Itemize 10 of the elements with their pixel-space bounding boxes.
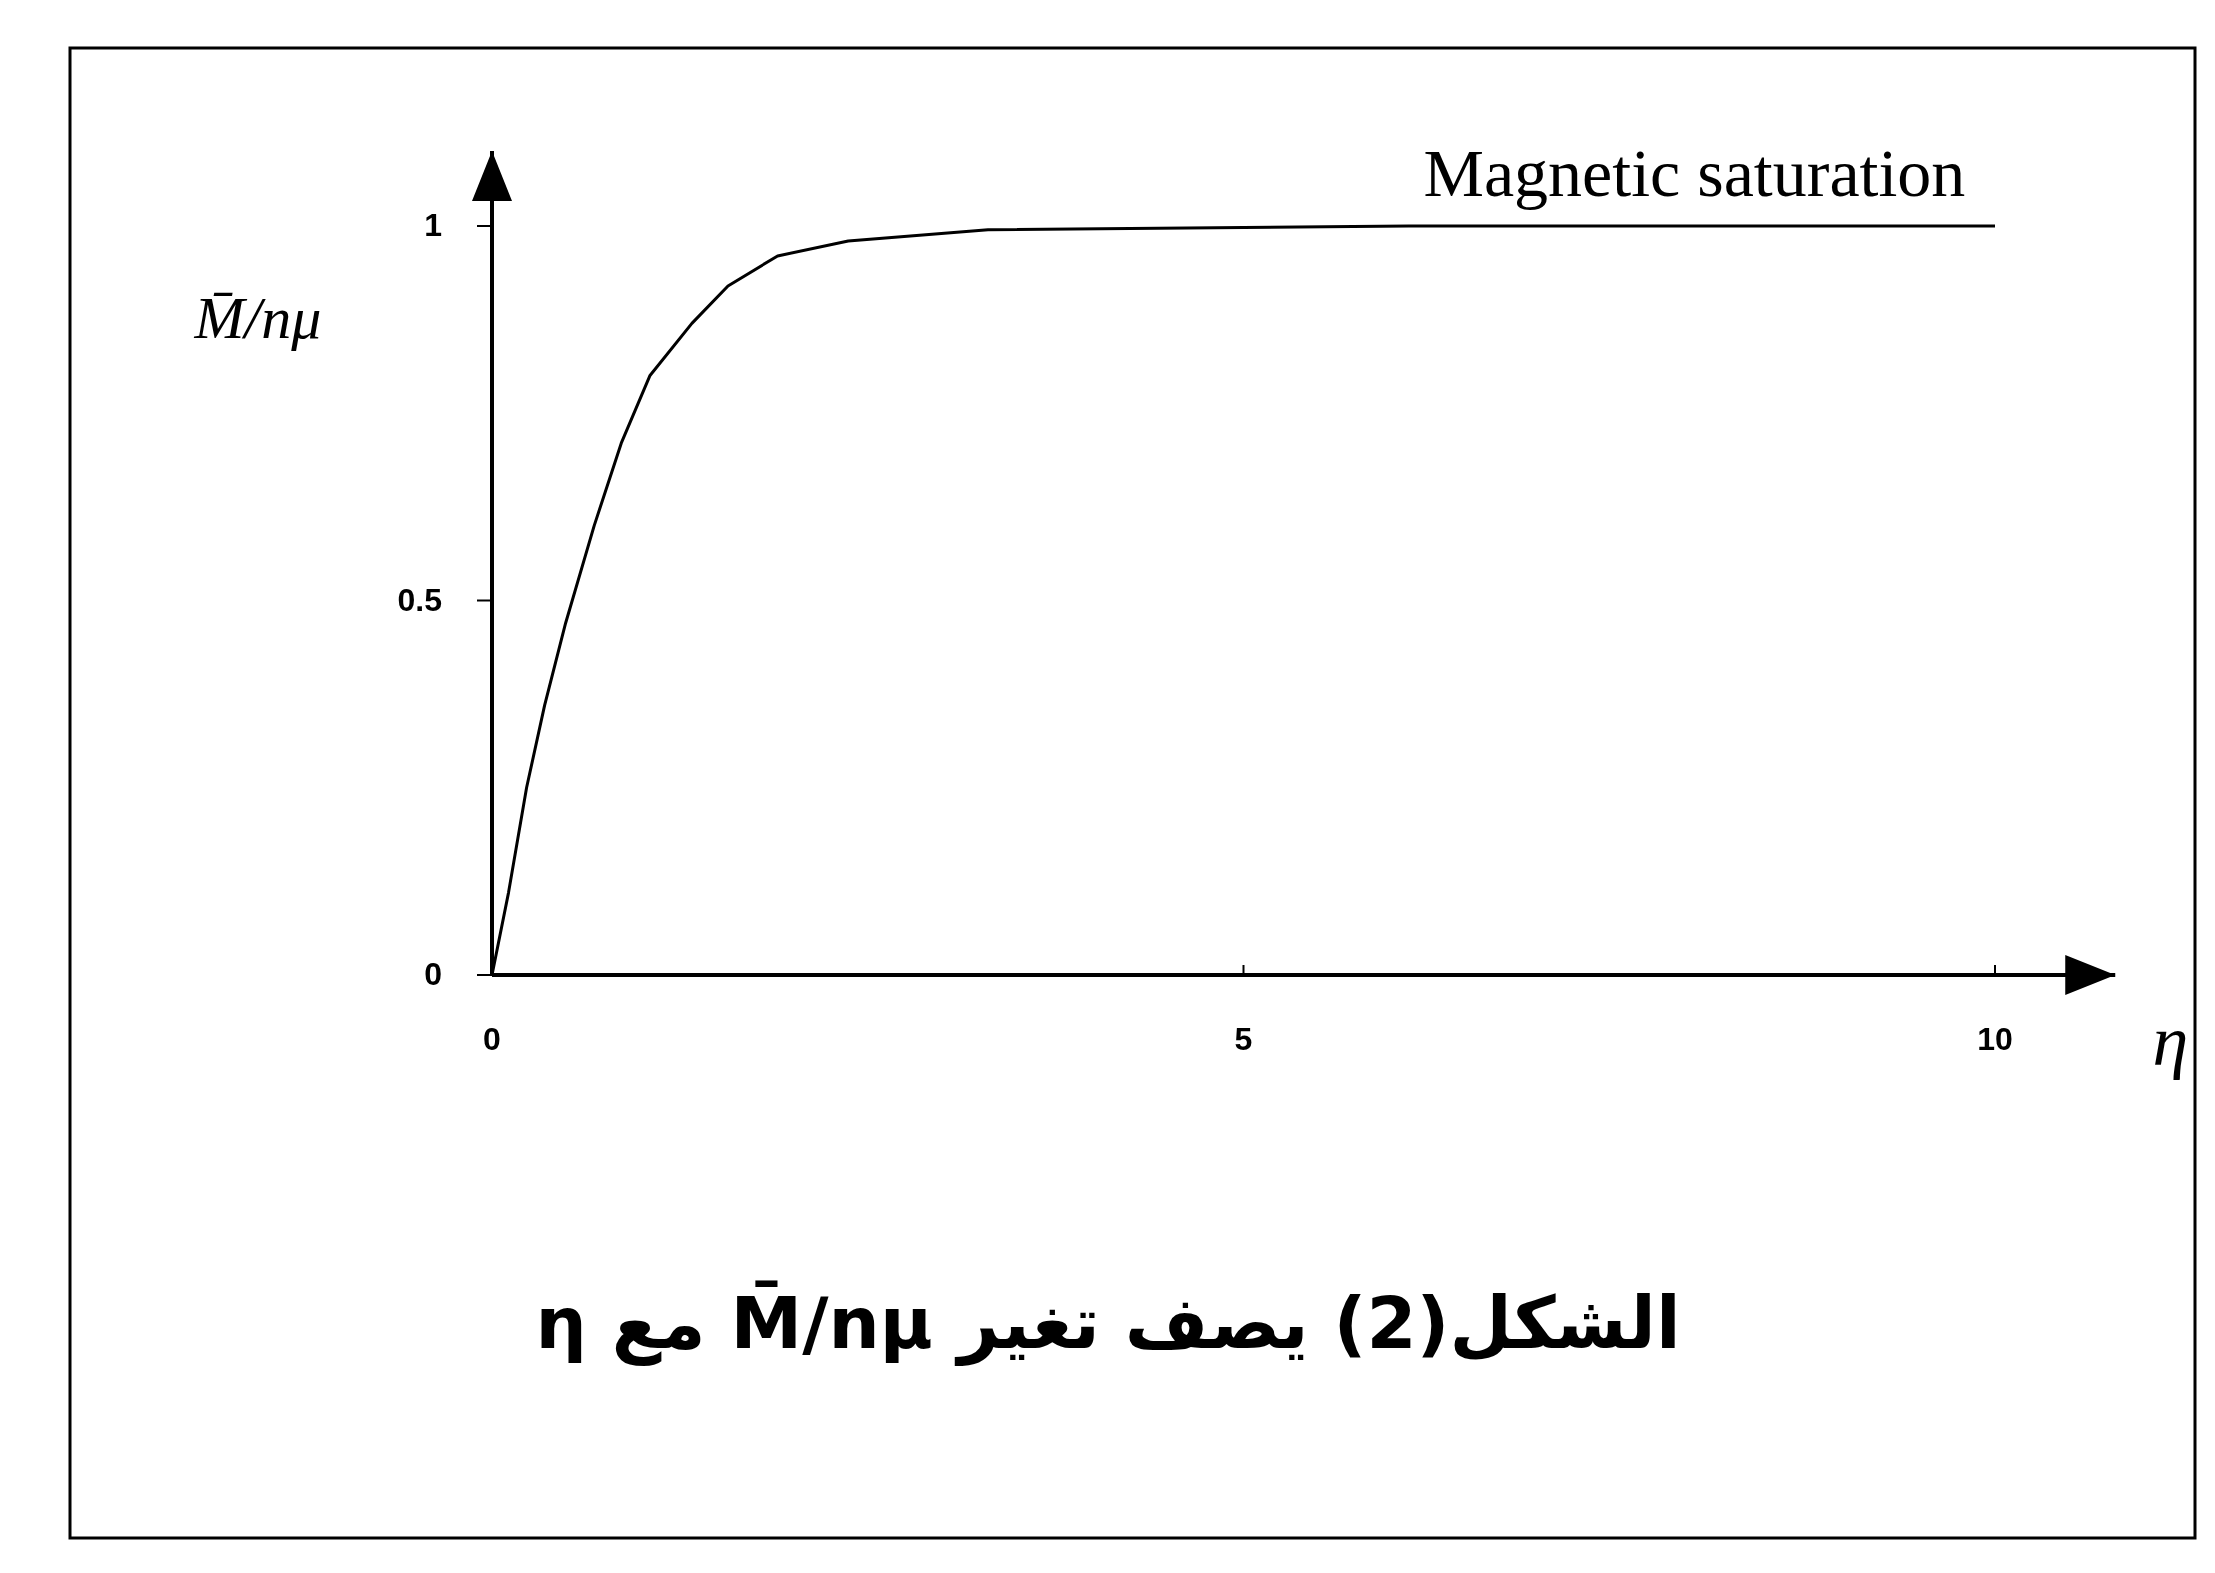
text: الشكل(2) يصف تغير M̄/nμ مع η: [535, 1279, 1681, 1366]
x-axis-title: η: [2152, 1001, 2189, 1081]
y-tick-label: 0: [424, 956, 442, 992]
y-tick-label: 0.5: [397, 581, 442, 618]
x-tick-label: 5: [1234, 1021, 1253, 1057]
x-tick-label: 0: [483, 1021, 501, 1057]
y-tick-label: 1: [424, 207, 442, 243]
x-tick-label: 10: [1977, 1021, 2013, 1057]
annotation: Magnetic saturation: [1423, 135, 1966, 211]
y-axis-title: M̄/nμ: [193, 285, 322, 351]
